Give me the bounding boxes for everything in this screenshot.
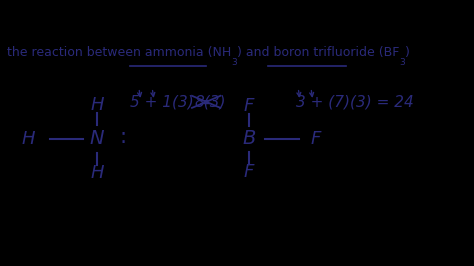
Text: F: F bbox=[310, 130, 320, 148]
Text: F: F bbox=[244, 97, 254, 115]
Text: B: B bbox=[242, 130, 255, 148]
Text: 3: 3 bbox=[231, 58, 237, 67]
Text: H: H bbox=[91, 164, 104, 182]
Text: H: H bbox=[22, 130, 35, 148]
Text: H: H bbox=[91, 96, 104, 114]
Text: the reaction between ammonia (NH: the reaction between ammonia (NH bbox=[7, 46, 231, 59]
Text: 5 + 1(3) =: 5 + 1(3) = bbox=[130, 94, 217, 109]
Text: :: : bbox=[120, 127, 127, 147]
Text: ): ) bbox=[405, 46, 410, 59]
Text: N: N bbox=[90, 130, 104, 148]
Text: ) and boron trifluoride (BF: ) and boron trifluoride (BF bbox=[237, 46, 400, 59]
Text: 3: 3 bbox=[400, 58, 405, 67]
Text: F: F bbox=[244, 163, 254, 181]
Text: 8(3): 8(3) bbox=[194, 94, 226, 109]
Text: 3 + (7)(3) = 24: 3 + (7)(3) = 24 bbox=[296, 94, 414, 109]
